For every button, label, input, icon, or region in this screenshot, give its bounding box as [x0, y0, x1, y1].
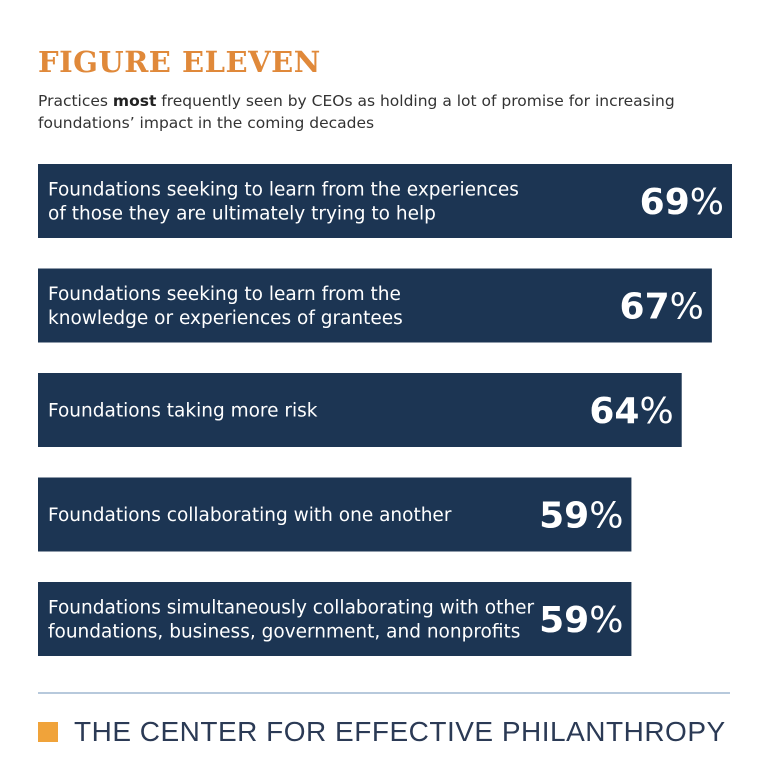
value-label: 64%	[589, 391, 673, 432]
bar	[38, 164, 732, 238]
subtitle-text-start: Practices	[38, 92, 113, 110]
category-label: Foundations collaborating with one anoth…	[48, 505, 452, 526]
value-label: 59%	[539, 600, 623, 641]
value-number: 67	[620, 287, 670, 328]
subtitle-text-end: frequently seen by CEOs as holding a lot…	[38, 92, 675, 132]
value-unit: %	[639, 391, 673, 432]
category-label: Foundations simultaneously collaborating…	[48, 598, 534, 643]
category-label-line: Foundations simultaneously collaborating…	[48, 598, 534, 619]
bar-group: Foundations seeking to learn from the ex…	[38, 164, 732, 238]
bar-group: Foundations collaborating with one anoth…	[38, 477, 632, 552]
footer-divider	[38, 692, 730, 694]
value-number: 69	[640, 182, 690, 223]
bar-group: Foundations simultaneously collaborating…	[38, 582, 632, 656]
value-unit: %	[690, 182, 724, 223]
footer-logo-square	[38, 722, 58, 742]
category-label-line: of those they are ultimately trying to h…	[48, 204, 436, 225]
value-number: 59	[539, 496, 589, 537]
bar	[38, 477, 632, 552]
footer-organization-name: THE CENTER FOR EFFECTIVE PHILANTHROPY	[74, 716, 726, 747]
category-label-line: Foundations taking more risk	[48, 401, 318, 422]
bar-chart: Foundations seeking to learn from the ex…	[38, 164, 732, 656]
category-label: Foundations taking more risk	[48, 401, 318, 422]
category-label-line: foundations, business, government, and n…	[48, 622, 520, 643]
category-label: Foundations seeking to learn from the ex…	[48, 180, 519, 225]
category-label-line: Foundations seeking to learn from the ex…	[48, 180, 519, 201]
bar	[38, 268, 712, 343]
value-number: 59	[539, 600, 589, 641]
value-unit: %	[670, 287, 704, 328]
figure-title: FIGURE ELEVEN	[38, 45, 321, 79]
value-label: 69%	[640, 182, 724, 223]
bar-group: Foundations taking more risk 64%	[38, 373, 682, 447]
category-label-line: Foundations collaborating with one anoth…	[48, 505, 452, 526]
value-unit: %	[589, 600, 623, 641]
value-number: 64	[589, 391, 639, 432]
value-label: 67%	[620, 287, 704, 328]
bar	[38, 582, 632, 656]
category-label: Foundations seeking to learn from the kno…	[48, 284, 403, 329]
value-unit: %	[589, 496, 623, 537]
bar	[38, 373, 682, 447]
value-label: 59%	[539, 496, 623, 537]
subtitle-emphasis: most	[112, 92, 157, 110]
bar-group: Foundations seeking to learn from the kno…	[38, 268, 712, 343]
category-label-line: Foundations seeking to learn from the	[48, 284, 401, 305]
category-label-line: knowledge or experiences of grantees	[48, 308, 403, 329]
figure-subtitle: Practices most frequently seen by CEOs a…	[38, 90, 678, 134]
